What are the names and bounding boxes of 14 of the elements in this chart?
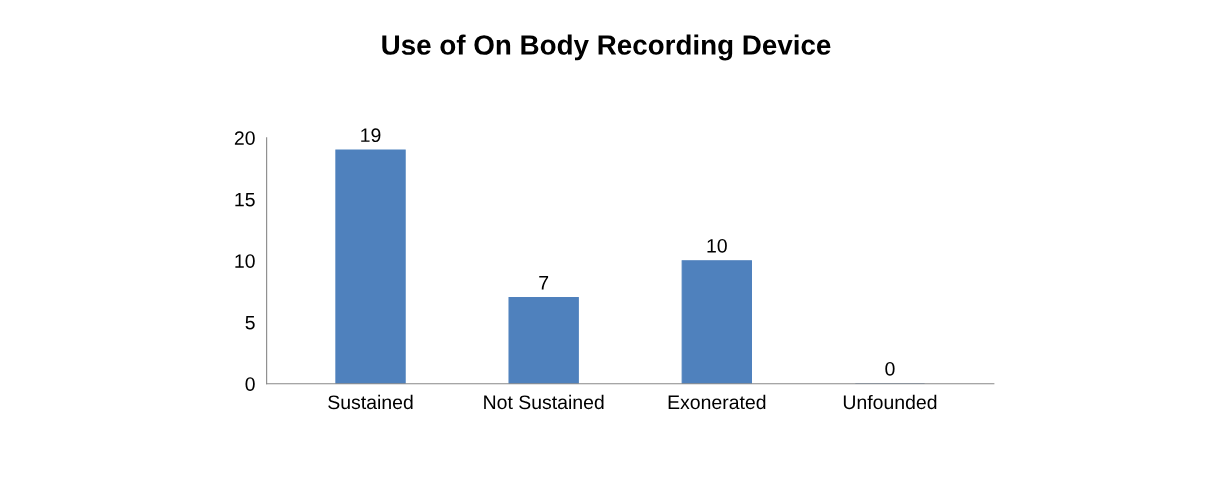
- x-tick-label: Not Sustained: [484, 394, 604, 410]
- y-tick-label: 0: [245, 377, 255, 391]
- data-label: 19: [361, 128, 381, 143]
- data-label: 0: [885, 361, 895, 376]
- y-tick-label: 10: [235, 254, 255, 268]
- x-tick-label: Exonerated: [668, 394, 766, 410]
- y-tick-label: 15: [235, 192, 255, 207]
- data-label: 10: [707, 238, 727, 253]
- x-tick-label: Sustained: [328, 394, 413, 410]
- x-tick-label: Unfounded: [843, 394, 937, 410]
- y-tick-label: 5: [245, 315, 255, 330]
- y-tick-label: 20: [234, 131, 255, 145]
- data-label: 7: [539, 276, 549, 290]
- chart-title: Use of On Body Recording Device: [382, 34, 831, 61]
